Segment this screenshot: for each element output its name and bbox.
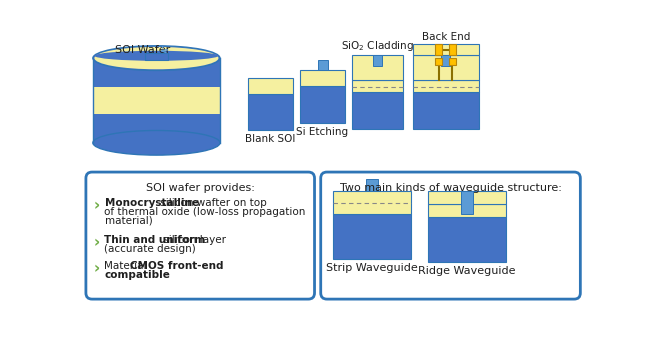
Bar [93, 82, 220, 87]
Text: CMOS front-end: CMOS front-end [130, 261, 224, 271]
Bar [300, 70, 345, 86]
Bar [448, 44, 456, 55]
Text: ›: › [94, 261, 100, 276]
Bar [93, 87, 220, 114]
Text: SiO$_2$ Cladding: SiO$_2$ Cladding [341, 39, 413, 53]
Bar [413, 92, 479, 129]
Text: silicon wafter on top: silicon wafter on top [157, 198, 266, 208]
Bar [333, 214, 411, 259]
Text: Strip Waveguide: Strip Waveguide [326, 263, 418, 273]
Bar [428, 217, 506, 262]
Bar [333, 191, 411, 214]
Ellipse shape [93, 130, 220, 155]
Text: (accurate design): (accurate design) [105, 244, 196, 254]
Bar [441, 55, 450, 66]
Text: silicon layer: silicon layer [161, 235, 226, 245]
Ellipse shape [94, 47, 218, 69]
FancyBboxPatch shape [86, 172, 315, 299]
Text: SOI Wafer: SOI Wafer [115, 45, 170, 55]
Bar [448, 58, 456, 65]
Bar [428, 191, 506, 204]
Text: SOI wafer provides:: SOI wafer provides: [146, 183, 255, 193]
Text: Back End: Back End [422, 32, 470, 42]
Bar [93, 58, 220, 143]
Ellipse shape [93, 46, 220, 70]
Ellipse shape [94, 51, 218, 61]
Bar [372, 55, 382, 66]
Bar [413, 80, 479, 92]
Text: compatible: compatible [105, 270, 170, 280]
Bar [461, 191, 473, 214]
Bar [248, 78, 292, 94]
Text: Monocrystalline: Monocrystalline [105, 198, 198, 208]
FancyBboxPatch shape [320, 172, 580, 299]
Text: Thin and uniform: Thin and uniform [105, 235, 205, 245]
Text: Blank SOI: Blank SOI [245, 134, 296, 144]
Text: of thermal oxide (low-loss propagation: of thermal oxide (low-loss propagation [105, 207, 306, 217]
Bar [435, 58, 443, 65]
Bar [248, 94, 292, 130]
Text: Ridge Waveguide: Ridge Waveguide [419, 266, 516, 276]
Bar [318, 60, 328, 70]
Text: material): material) [105, 215, 152, 225]
Bar [413, 44, 479, 55]
Text: ›: › [94, 198, 100, 213]
Bar [435, 44, 443, 55]
Bar [145, 53, 168, 60]
Bar [352, 55, 403, 80]
Text: Material: Material [105, 261, 150, 271]
Text: Two main kinds of waveguide structure:: Two main kinds of waveguide structure: [339, 183, 562, 193]
Bar [352, 80, 403, 92]
Text: Si Etching: Si Etching [296, 127, 348, 137]
Bar [366, 179, 378, 191]
Bar [428, 204, 506, 217]
Bar [413, 55, 479, 80]
Bar [300, 86, 345, 123]
Bar [352, 92, 403, 129]
Text: ›: › [94, 235, 100, 250]
